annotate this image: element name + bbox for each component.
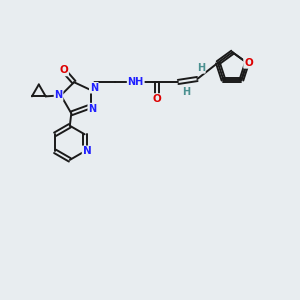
Text: O: O [153, 94, 161, 104]
Text: N: N [55, 90, 63, 100]
Text: N: N [90, 83, 98, 93]
Text: O: O [59, 65, 68, 75]
Text: N: N [88, 103, 96, 114]
Text: H: H [182, 87, 190, 97]
Text: NH: NH [128, 77, 144, 87]
Text: O: O [244, 58, 253, 68]
Text: N: N [82, 146, 91, 156]
Text: H: H [197, 63, 205, 73]
